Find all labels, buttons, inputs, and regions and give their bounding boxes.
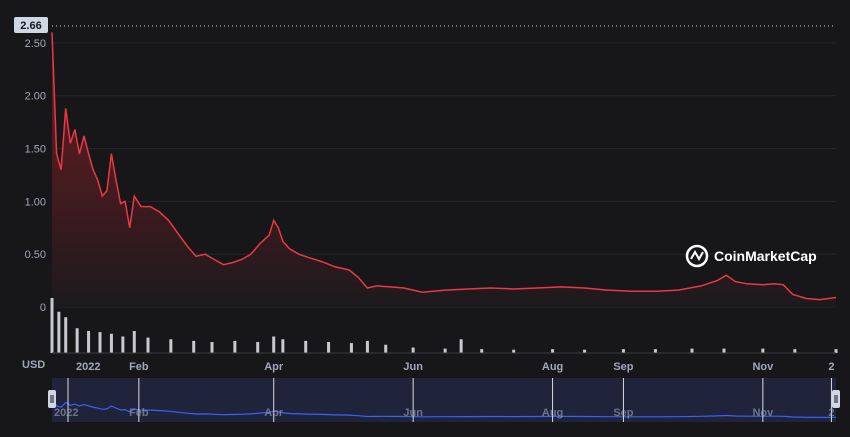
volume-bar (834, 349, 838, 353)
navigator-tick-label: Feb (129, 407, 149, 419)
volume-bar (75, 328, 79, 353)
coinmarketcap-logo-icon (685, 244, 709, 268)
volume-bar (64, 317, 68, 353)
navigator-tick-label: Jun (403, 407, 423, 419)
navigator-tick-label: Apr (264, 407, 284, 419)
volume-bar (210, 342, 214, 353)
navigator-tick-label: Sep (613, 407, 633, 419)
volume-bar (384, 344, 388, 353)
y-tick-label: 2.50 (25, 38, 46, 50)
price-area-fill (52, 32, 836, 308)
navigator-handle-left[interactable] (48, 390, 56, 408)
watermark-text: CoinMarketCap (714, 248, 817, 264)
y-tick-label: 1.00 (25, 196, 46, 208)
volume-bar (281, 339, 285, 353)
y-tick-label: 2.00 (25, 91, 46, 103)
navigator-labels: 2022 Feb Apr Jun Aug Sep Nov 2 (54, 378, 834, 422)
volume-bar (256, 342, 260, 353)
volume-bar (583, 349, 587, 353)
volume-bar (132, 331, 136, 353)
volume-bar (98, 332, 102, 353)
x-axis-labels: 2022 Feb Apr Jun Aug Sep Nov 2 (76, 361, 834, 373)
y-tick-label: 1.50 (25, 144, 46, 156)
x-tick-label: 2022 (76, 361, 100, 373)
price-badge-bg (14, 17, 48, 33)
volume-bar (349, 343, 353, 353)
x-tick-label: Aug (542, 361, 563, 373)
volume-bar (192, 340, 196, 353)
volume-bar (411, 347, 415, 353)
volume-bar (233, 340, 237, 353)
x-tick-label: Feb (129, 361, 149, 373)
volume-bar (272, 336, 276, 353)
navigator-tick-label: 2 (828, 407, 834, 419)
volume-bar (793, 349, 797, 353)
volume-bar (722, 348, 726, 353)
volume-bar (169, 339, 173, 353)
y-tick-label: 0 (40, 302, 46, 314)
volume-bar (512, 349, 516, 353)
currency-label: USD (22, 359, 45, 371)
volume-bar (365, 340, 369, 353)
volume-bar (109, 333, 113, 353)
volume-bar (121, 336, 125, 353)
volume-bar (50, 298, 54, 353)
volume-bar (551, 349, 555, 353)
x-tick-label: Jun (403, 361, 423, 373)
coinmarketcap-watermark: CoinMarketCap (685, 244, 817, 268)
volume-bar (87, 331, 91, 353)
volume-bar (146, 337, 150, 353)
x-tick-label: 2 (828, 361, 834, 373)
volume-bar (653, 349, 657, 353)
x-tick-label: Apr (264, 361, 284, 373)
navigator-background[interactable] (52, 378, 836, 422)
volume-bar (690, 348, 694, 353)
y-axis-labels: 0 0.50 1.00 1.50 2.00 2.50 (25, 38, 46, 314)
volume-bar (443, 348, 447, 353)
volume-bar (304, 340, 308, 353)
volume-bar (480, 349, 484, 353)
y-tick-label: 0.50 (25, 249, 46, 261)
volume-bar (327, 342, 331, 353)
navigator-handle-right[interactable] (832, 390, 840, 408)
volume-bar (459, 339, 463, 353)
volume-bar (57, 311, 61, 353)
navigator-tick-label: Aug (542, 407, 563, 419)
navigator-line (51, 396, 837, 419)
navigator-tick-label: 2022 (54, 407, 78, 419)
volume-bar (621, 349, 625, 353)
price-line (51, 32, 837, 301)
x-tick-label: Nov (752, 361, 774, 373)
volume-bar (761, 348, 765, 353)
price-badge: 2.66 (20, 20, 41, 32)
x-tick-label: Sep (613, 361, 633, 373)
volume-bars (50, 298, 838, 354)
navigator-tick-label: Nov (752, 407, 774, 419)
